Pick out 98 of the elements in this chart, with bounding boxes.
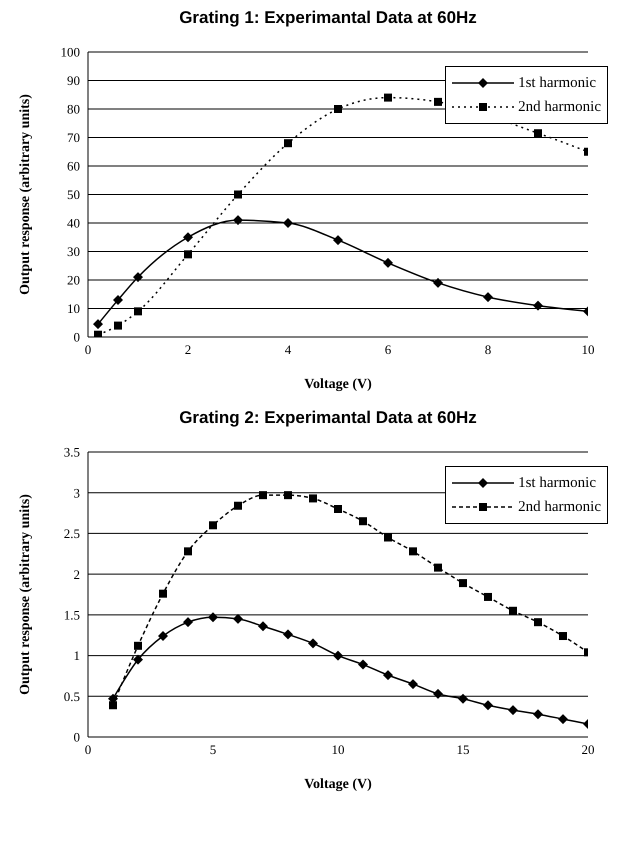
- point: [233, 614, 243, 624]
- point: [284, 491, 292, 500]
- y-tick-label: 70: [67, 130, 80, 146]
- x-tick-label: 6: [384, 342, 392, 358]
- point: [113, 294, 123, 305]
- point: [533, 300, 543, 311]
- legend-label: 2nd harmonic: [518, 498, 601, 516]
- x-tick-label: 2: [184, 342, 192, 358]
- x-axis-title: Voltage (V): [304, 377, 372, 392]
- y-axis-title: Output response (arbitrary units): [18, 494, 33, 695]
- point: [509, 606, 517, 615]
- y-tick-label: 1: [74, 648, 80, 664]
- x-tick-label: 10: [332, 742, 344, 758]
- y-tick-label: 20: [67, 272, 80, 288]
- point: [559, 632, 567, 640]
- point: [158, 631, 168, 642]
- point: [508, 705, 518, 716]
- point: [334, 105, 342, 113]
- point: [458, 694, 468, 704]
- point: [383, 258, 393, 268]
- point: [483, 700, 493, 710]
- chart-title: Grating 1: Experimantal Data at 60Hz: [178, 8, 478, 28]
- y-tick-label: 60: [67, 158, 80, 174]
- point: [184, 547, 192, 556]
- point: [433, 278, 443, 288]
- point: [383, 670, 393, 680]
- x-tick-label: 10: [582, 342, 594, 358]
- y-tick-label: 100: [60, 44, 80, 60]
- x-axis-title: Voltage (V): [304, 777, 372, 792]
- x-tick-label: 0: [84, 342, 92, 358]
- point: [159, 590, 167, 598]
- legend-label: 2nd harmonic: [518, 98, 601, 116]
- point: [534, 129, 542, 138]
- point: [409, 547, 417, 556]
- point: [358, 660, 368, 670]
- chart-title: Grating 2: Experimantal Data at 60Hz: [178, 408, 478, 428]
- point: [484, 592, 492, 601]
- x-tick-label: 5: [210, 742, 216, 758]
- x-tick-label: 0: [84, 742, 92, 758]
- point: [533, 709, 543, 720]
- point: [134, 307, 142, 316]
- point: [384, 534, 392, 542]
- point: [259, 491, 267, 500]
- point: [209, 521, 217, 530]
- y-tick-label: 40: [67, 216, 80, 231]
- y-tick-label: 50: [67, 187, 80, 202]
- point: [333, 650, 343, 661]
- y-tick-label: 80: [67, 102, 80, 117]
- y-tick-label: 10: [67, 301, 80, 316]
- point: [283, 629, 293, 640]
- point: [534, 618, 542, 626]
- y-tick-label: 0: [74, 730, 80, 745]
- point: [283, 218, 293, 228]
- x-tick-label: 15: [456, 742, 470, 758]
- point: [184, 250, 192, 258]
- x-tick-label: 4: [284, 342, 292, 358]
- y-tick-label: 3: [74, 485, 80, 500]
- point: [359, 517, 367, 526]
- y-tick-label: 1.5: [64, 607, 80, 622]
- point: [483, 292, 493, 302]
- legend-label: 1st harmonic: [518, 74, 596, 92]
- point: [434, 98, 442, 106]
- y-tick-label: 90: [67, 73, 80, 88]
- point: [433, 688, 443, 699]
- y-tick-label: 0: [74, 330, 80, 345]
- point: [133, 654, 143, 665]
- point: [109, 701, 117, 710]
- point: [333, 235, 343, 246]
- point: [133, 272, 143, 282]
- point: [384, 94, 392, 102]
- point: [93, 319, 103, 330]
- y-tick-label: 2.5: [64, 526, 80, 542]
- point: [94, 330, 102, 337]
- y-tick-label: 3.5: [64, 444, 80, 460]
- point: [334, 505, 342, 513]
- point: [134, 642, 142, 650]
- y-axis-title: Output response (arbitrary units): [18, 94, 33, 295]
- point: [408, 679, 418, 690]
- y-tick-label: 2: [74, 566, 80, 582]
- point: [183, 617, 193, 628]
- point: [234, 502, 242, 510]
- point: [233, 215, 243, 226]
- point: [558, 714, 568, 724]
- point: [234, 190, 242, 198]
- point: [284, 139, 292, 148]
- point: [258, 621, 268, 632]
- point: [183, 232, 193, 242]
- y-tick-label: 0.5: [64, 688, 80, 704]
- legend-label: 1st harmonic: [518, 474, 596, 492]
- point: [308, 638, 318, 648]
- point: [208, 612, 218, 622]
- point: [114, 322, 122, 330]
- x-tick-label: 8: [484, 342, 492, 358]
- point: [309, 494, 317, 502]
- point: [434, 564, 442, 572]
- point: [459, 579, 467, 588]
- x-tick-label: 20: [582, 742, 594, 758]
- y-tick-label: 30: [67, 244, 80, 260]
